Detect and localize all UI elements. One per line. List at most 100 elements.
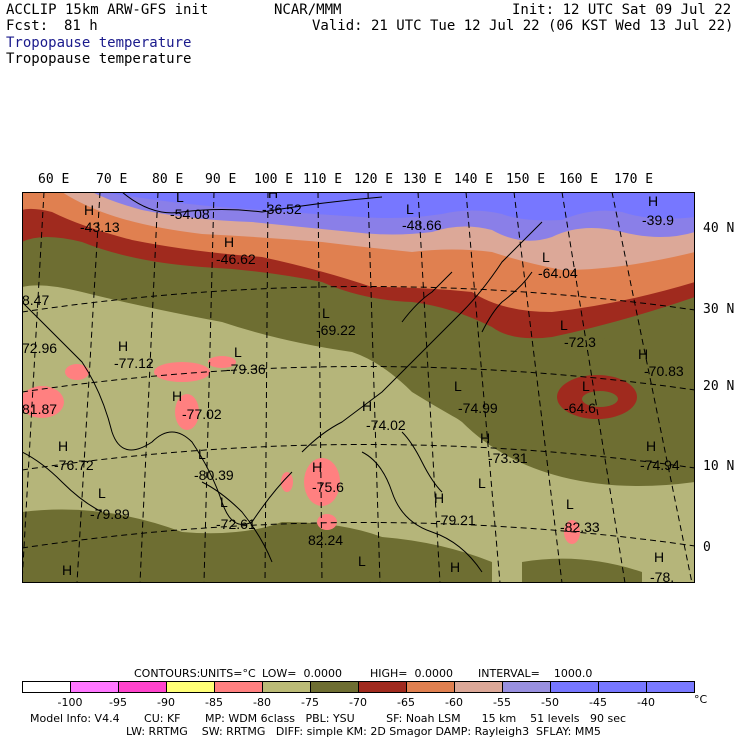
low-marker: L — [198, 446, 206, 462]
value-label: -70.83 — [644, 363, 684, 379]
lon-label: 90 E — [205, 172, 237, 187]
colorbar-swatch — [22, 681, 71, 693]
lon-label: 70 E — [96, 172, 128, 187]
value-label: -46.62 — [216, 251, 256, 267]
band-dark-olive-south — [22, 509, 492, 583]
graticule — [22, 192, 695, 583]
value-label: -79.36 — [226, 361, 266, 377]
colorbar-swatch — [310, 681, 359, 693]
colorbar-swatch — [646, 681, 695, 693]
field-title-secondary: Tropopause temperature — [6, 51, 192, 67]
value-label: -74.94 — [640, 457, 680, 473]
colorbar-tick-label: -95 — [109, 696, 127, 709]
forecast-hour: 81 h — [64, 18, 98, 34]
value-label: -77.02 — [182, 406, 222, 422]
tropopause-temperature-map: H -43.13 L -54.08 H -36.52 H -46.62 L -4… — [22, 192, 695, 583]
center-label: NCAR/MMM — [274, 2, 342, 18]
colorbar-tick-label: -45 — [589, 696, 607, 709]
high-marker: H — [434, 490, 444, 506]
colorbar-tick-label: -70 — [349, 696, 367, 709]
colorbar-swatch — [550, 681, 599, 693]
value-label: -48.66 — [402, 217, 442, 233]
value-label: -78. — [650, 569, 674, 583]
low-marker: L — [220, 494, 228, 510]
colorbar-swatch — [70, 681, 119, 693]
high-marker: H — [268, 192, 278, 201]
value-label: 81.87 — [22, 401, 57, 417]
value-label: -39.9 — [642, 212, 674, 228]
contours-label: CONTOURS: — [134, 667, 201, 680]
value-label: -77.12 — [114, 355, 154, 371]
low-marker: L — [98, 485, 106, 501]
colorbar-tick-label: -100 — [57, 696, 83, 709]
valid-time: Valid: 21 UTC Tue 12 Jul 22 (06 KST Wed … — [312, 18, 734, 34]
lat-label: 10 N — [703, 459, 735, 474]
value-label: 82.24 — [308, 532, 343, 548]
high-marker: H — [224, 234, 234, 250]
value-label: -74.99 — [458, 400, 498, 416]
low-label: LOW= 0.0000 — [262, 667, 342, 680]
value-label: -79.21 — [436, 512, 476, 528]
value-label: -69.22 — [316, 322, 356, 338]
low-marker: L — [566, 496, 574, 512]
high-marker: H — [638, 346, 648, 362]
colorbar-tick-label: -40 — [637, 696, 655, 709]
value-label: -79.89 — [90, 506, 130, 522]
lon-label: 130 E — [403, 172, 443, 187]
value-label: -75.6 — [312, 479, 344, 495]
value-label: 72.96 — [22, 340, 57, 356]
band-dark-olive-south2 — [522, 558, 642, 583]
forecast-label: Fcst: — [6, 18, 49, 34]
low-marker: L — [234, 344, 242, 360]
lat-label: 30 N — [703, 302, 735, 317]
model-info-line1: Model Info: V4.4 CU: KF MP: WDM 6class P… — [30, 712, 627, 725]
value-label: -54.08 — [170, 206, 210, 222]
colorbar-tick-label: -85 — [205, 696, 223, 709]
band-blue — [102, 192, 695, 221]
units-label: UNITS=°C — [200, 667, 256, 680]
value-label: -76.72 — [54, 457, 94, 473]
high-marker: H — [84, 202, 94, 218]
lon-label: 160 E — [559, 172, 599, 187]
lat-label: 0 — [703, 540, 711, 555]
colorbar-swatch — [454, 681, 503, 693]
lat-label: 40 N — [703, 221, 735, 236]
colorbar-swatch — [358, 681, 407, 693]
value-label: -43.13 — [80, 219, 120, 235]
value-label: 8.47 — [22, 292, 49, 308]
lon-label: 120 E — [354, 172, 394, 187]
low-marker: L — [478, 475, 486, 491]
init-time: Init: 12 UTC Sat 09 Jul 22 — [512, 2, 732, 18]
value-label: -72.3 — [564, 334, 596, 350]
lon-label: 150 E — [506, 172, 546, 187]
colorbar-tick-label: -80 — [253, 696, 271, 709]
low-marker: L — [176, 192, 184, 205]
interval-label: INTERVAL= 1000.0 — [478, 667, 593, 680]
value-label: -72.61 — [216, 516, 256, 532]
value-label: -64.04 — [538, 265, 578, 281]
colorbar-swatch — [598, 681, 647, 693]
colorbar-tick-label: -65 — [397, 696, 415, 709]
model-title: ACCLIP 15km ARW-GFS init — [6, 2, 209, 18]
band-dark-olive-oval — [582, 391, 618, 407]
lon-label: 170 E — [614, 172, 654, 187]
value-label: -64.6 — [564, 400, 596, 416]
high-marker: H — [118, 338, 128, 354]
value-label: -82.33 — [560, 519, 600, 535]
colorbar-swatch — [166, 681, 215, 693]
high-label: HIGH= 0.0000 — [370, 667, 454, 680]
colorbar-swatch — [214, 681, 263, 693]
value-label: -73.31 — [488, 450, 528, 466]
value-label: -36.52 — [262, 201, 302, 217]
value-label: -80.39 — [194, 467, 234, 483]
colorbar-tick-label: -50 — [541, 696, 559, 709]
lon-label: 110 E — [303, 172, 343, 187]
low-marker: L — [454, 378, 462, 394]
high-marker: H — [312, 459, 322, 475]
high-marker: H — [62, 562, 72, 578]
lon-label: 60 E — [38, 172, 70, 187]
colorbar-swatch — [502, 681, 551, 693]
value-label: -74.02 — [366, 417, 406, 433]
low-marker: L — [542, 249, 550, 265]
low-marker: L — [358, 553, 366, 569]
